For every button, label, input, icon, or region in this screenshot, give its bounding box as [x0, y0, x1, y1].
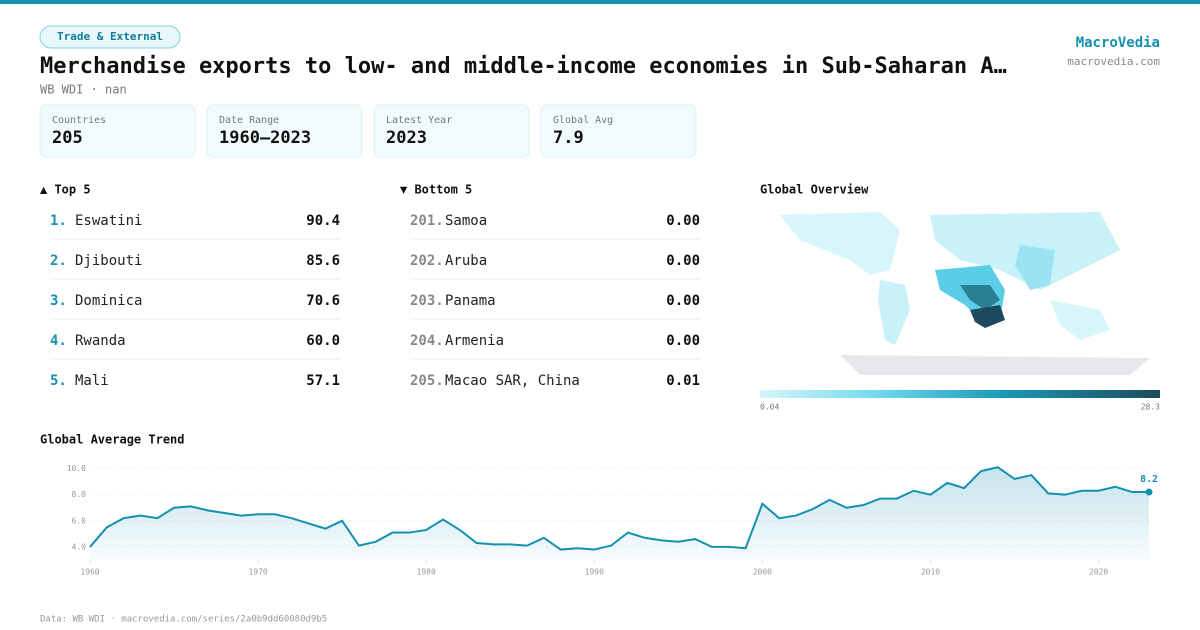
colorbar: [760, 390, 1160, 398]
stat-card: [540, 104, 697, 158]
rank: 1.: [50, 213, 67, 229]
title: Merchandise exports to low- and middle-i…: [40, 54, 1007, 79]
country: Macao SAR, China: [445, 373, 580, 389]
country: Samoa: [445, 213, 487, 229]
brand: MacroVedia: [1076, 35, 1160, 51]
rank: 205.: [410, 373, 444, 389]
country-value: 0.00: [666, 333, 700, 349]
x-tick-label: 2000: [753, 568, 772, 577]
x-tick-label: 2010: [921, 568, 940, 577]
country-value: 0.00: [666, 213, 700, 229]
x-tick-label: 1990: [585, 568, 604, 577]
footer: Data: WB WDI · macrovedia.com/series/2a0…: [40, 615, 327, 625]
scale-max: 28.3: [1141, 403, 1160, 412]
stat-card: [206, 104, 363, 158]
rank: 203.: [410, 293, 444, 309]
tag-pill: [39, 25, 181, 49]
site: macrovedia.com: [1067, 55, 1160, 68]
stat-label: Latest Year: [386, 115, 452, 126]
country-value: 70.6: [306, 293, 340, 309]
world-map: [780, 212, 1150, 375]
stat-card: [39, 104, 196, 158]
trend-title: Global Average Trend: [40, 433, 185, 447]
country-value: 0.00: [666, 293, 700, 309]
rank: 204.: [410, 333, 444, 349]
x-tick-label: 2020: [1089, 568, 1108, 577]
country: Eswatini: [75, 213, 142, 229]
stat-label: Global Avg: [553, 115, 613, 126]
stat-value: 205: [52, 128, 83, 148]
top-bar: [0, 0, 1200, 4]
rank: 2.: [50, 253, 67, 269]
country: Rwanda: [75, 333, 126, 349]
stat-value: 1960–2023: [219, 128, 311, 148]
country-value: 57.1: [306, 373, 340, 389]
country: Mali: [75, 373, 109, 389]
tag: Trade & External: [57, 30, 163, 43]
country-value: 90.4: [306, 213, 340, 229]
country: Dominica: [75, 293, 142, 309]
y-tick-label: 8.0: [72, 490, 87, 499]
x-tick-label: 1970: [248, 568, 267, 577]
rank: 5.: [50, 373, 67, 389]
country-value: 85.6: [306, 253, 340, 269]
list-title: ▲ Top 5: [40, 183, 91, 197]
stat-value: 2023: [386, 128, 427, 148]
rank: 4.: [50, 333, 67, 349]
country: Panama: [445, 293, 496, 309]
country: Aruba: [445, 253, 487, 269]
stat-value: 7.9: [553, 128, 584, 148]
y-tick-label: 4.0: [72, 542, 87, 551]
stat-card: [373, 104, 530, 158]
stat-label: Countries: [52, 115, 106, 126]
list-title: ▼ Bottom 5: [400, 183, 472, 197]
country-value: 0.01: [666, 373, 700, 389]
x-tick-label: 1960: [80, 568, 99, 577]
stat-label: Date Range: [219, 115, 279, 126]
line: [89, 466, 1149, 551]
x-tick-label: 1980: [417, 568, 436, 577]
y-tick-label: 10.0: [67, 464, 86, 473]
y-tick-label: 6.0: [72, 516, 87, 525]
rank: 202.: [410, 253, 444, 269]
rank: 201.: [410, 213, 444, 229]
end-label: 8.2: [1140, 474, 1158, 485]
country: Djibouti: [75, 253, 142, 269]
subtitle: WB WDI · nan: [40, 83, 127, 97]
area: [90, 467, 1149, 560]
country-value: 0.00: [666, 253, 700, 269]
country-value: 60.0: [306, 333, 340, 349]
rank: 3.: [50, 293, 67, 309]
end-point: [1145, 488, 1153, 496]
map-title: Global Overview: [760, 183, 869, 197]
scale-min: 0.04: [760, 403, 779, 412]
country: Armenia: [445, 333, 504, 349]
